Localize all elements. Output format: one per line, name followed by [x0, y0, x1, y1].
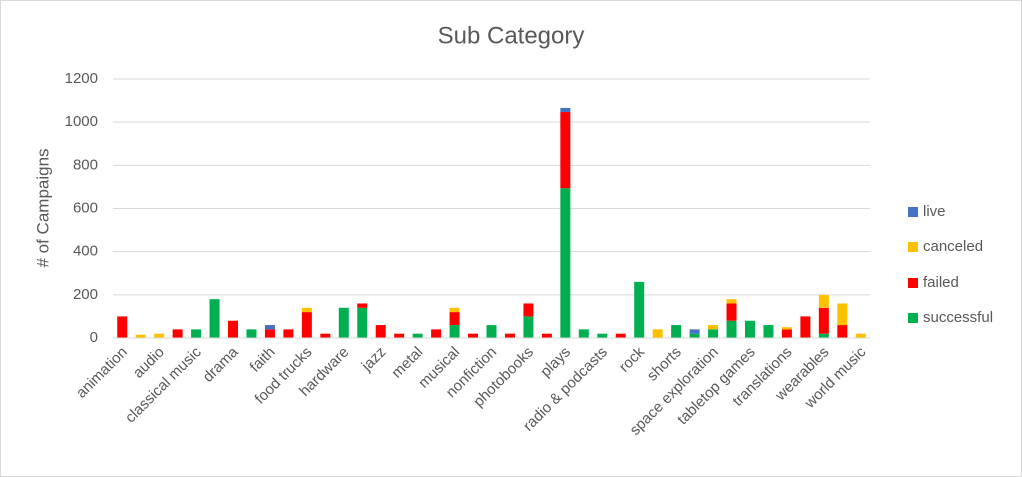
y-tick-label: 800 [73, 156, 98, 173]
legend-swatch [908, 242, 918, 252]
bar-segment [357, 307, 368, 338]
y-axis-label: # of Campaigns [33, 148, 52, 267]
bar-segment [689, 329, 700, 334]
bar-segment [781, 329, 792, 338]
bar-segment [708, 329, 719, 338]
y-tick-label: 600 [73, 199, 98, 216]
bar-segment [449, 325, 460, 338]
y-tick-label: 1000 [65, 113, 98, 130]
bar-segment [486, 325, 497, 338]
bar-segment [449, 307, 460, 313]
legend-label: canceled [923, 238, 983, 255]
bar-segment [117, 316, 128, 338]
bar-segment [689, 333, 700, 338]
bar-segment [818, 333, 829, 338]
bar-segment [726, 299, 737, 304]
bar-segment [726, 320, 737, 338]
chart-title: Sub Category [438, 22, 585, 49]
bar-segment [264, 325, 275, 330]
bar-segment [726, 303, 737, 321]
y-tick-label: 200 [73, 286, 98, 303]
bar-segment [283, 329, 294, 338]
bar-segment [708, 325, 719, 330]
bar-segment [652, 329, 663, 338]
y-tick-label: 1200 [65, 70, 98, 87]
bar-segment [615, 333, 626, 338]
bar-segment [228, 320, 239, 338]
bar-segment [357, 303, 368, 308]
bar-segment [800, 316, 811, 338]
legend-label: successful [923, 309, 993, 326]
bar-segment [154, 333, 165, 338]
bar-segment [837, 303, 848, 326]
y-tick-label: 0 [90, 329, 98, 346]
bar-segment [560, 107, 571, 113]
bar-segment [264, 329, 275, 338]
bar-segment [135, 334, 146, 338]
bar-segment [246, 329, 257, 338]
bar-segment [523, 303, 534, 317]
bar-segment [431, 329, 442, 338]
legend-swatch [908, 313, 918, 323]
legend-label: live [923, 203, 946, 220]
bar-segment [301, 312, 312, 338]
bar-segment [320, 333, 331, 338]
bar-segment [855, 333, 866, 338]
bar-segment [634, 281, 645, 338]
y-tick-label: 400 [73, 243, 98, 260]
bar-segment [394, 333, 405, 338]
bar-segment [818, 307, 829, 334]
bar-segment [449, 312, 460, 326]
bar-segment [412, 333, 423, 338]
bar-segment [301, 307, 312, 313]
bar-segment [338, 307, 349, 338]
bar-segment [209, 299, 220, 338]
bar-segment [504, 333, 515, 338]
bar-segment [818, 294, 829, 308]
bar-segment [597, 333, 608, 338]
bar-segment [560, 112, 571, 189]
legend-swatch [908, 207, 918, 217]
bar-segment [744, 320, 755, 338]
bar-segment [468, 333, 479, 338]
bar-segment [837, 325, 848, 338]
bar-segment [375, 325, 386, 338]
bar-segment [781, 327, 792, 330]
bar-segment [578, 329, 589, 338]
bar-segment [560, 188, 571, 338]
bar-segment [523, 316, 534, 338]
bar-segment [191, 329, 202, 338]
bar-segment [671, 325, 682, 338]
legend-label: failed [923, 274, 959, 291]
bar-segment [541, 333, 552, 338]
bar-segment [763, 325, 774, 338]
bar-segment [172, 329, 183, 338]
legend-swatch [908, 278, 918, 288]
